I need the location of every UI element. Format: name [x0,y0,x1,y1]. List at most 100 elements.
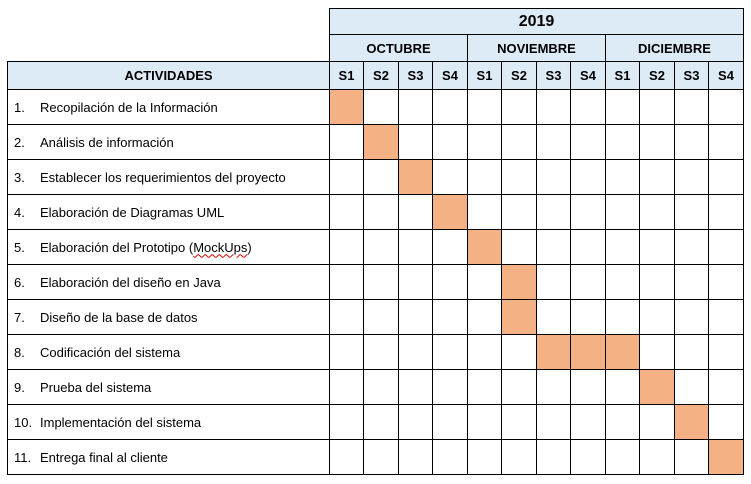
gantt-cell [674,159,709,195]
gantt-cell [639,194,675,230]
gantt-cell [570,404,606,440]
week-header: S3 [398,61,433,90]
gantt-cell [639,439,675,475]
activity-number: 11. [14,449,32,465]
gantt-cell-scheduled [639,369,675,405]
gantt-cell-scheduled [570,334,606,370]
gantt-cell [329,194,364,230]
gantt-cell [674,229,709,265]
gantt-cell [708,124,744,160]
week-header: S1 [329,61,364,90]
gantt-cell [674,89,709,125]
gantt-cell [570,194,606,230]
gantt-cell [501,334,537,370]
activity-cell: 8. Codificación del sistema [7,334,330,370]
gantt-cell [708,404,744,440]
activity-name: Análisis de información [40,134,174,150]
gantt-cell [570,229,606,265]
month-header-octubre: OCTUBRE [329,34,468,62]
gantt-cell [363,334,399,370]
gantt-cell [398,299,433,335]
gantt-cell [639,264,675,300]
gantt-cell [363,369,399,405]
gantt-cell [605,194,640,230]
gantt-cell [570,439,606,475]
gantt-cell [605,264,640,300]
gantt-cell [605,124,640,160]
gantt-cell [467,194,502,230]
activity-name: Elaboración del diseño en Java [40,274,221,290]
gantt-cell [398,334,433,370]
activity-cell: 1. Recopilación de la Información [7,89,330,125]
activity-number: 10. [14,414,33,430]
gantt-cell [432,439,468,475]
activity-row: 3. Establecer los requerimientos del proy… [7,159,744,195]
gantt-cell [536,89,571,125]
gantt-cell [674,299,709,335]
spellcheck-word: MockUps [193,239,248,255]
activity-row: 5. Elaboración del Prototipo (MockUps) [7,229,744,265]
activity-cell: 2. Análisis de información [7,124,330,160]
week-header: S4 [570,61,606,90]
week-header: S4 [708,61,744,90]
activity-row: 7. Diseño de la base de datos [7,299,744,335]
gantt-cell [501,229,537,265]
gantt-cell [605,229,640,265]
gantt-cell-scheduled [674,404,709,440]
gantt-cell-scheduled [605,334,640,370]
gantt-cell [605,404,640,440]
year-header: 2019 [329,8,744,35]
gantt-cell [639,124,675,160]
activity-cell: 9. Prueba del sistema [7,369,330,405]
activity-row: 11. Entrega final al cliente [7,439,744,475]
gantt-cell [639,229,675,265]
gantt-cell-scheduled [432,194,468,230]
gantt-cell-scheduled [536,334,571,370]
activity-name: Implementación del sistema [40,414,202,430]
gantt-cell [432,89,468,125]
gantt-cell-scheduled [708,439,744,475]
activity-number: 6. [14,274,25,290]
gantt-cell-scheduled [501,264,537,300]
gantt-cell [501,404,537,440]
gantt-cell [570,89,606,125]
gantt-cell [329,229,364,265]
gantt-cell [398,439,433,475]
gantt-cell [501,439,537,475]
gantt-cell [363,264,399,300]
gantt-cell [605,89,640,125]
gantt-cell [501,89,537,125]
activities-header: ACTIVIDADES [7,61,330,90]
gantt-cell-scheduled [398,159,433,195]
activity-number: 5. [14,239,25,255]
gantt-cell [570,369,606,405]
gantt-cell [501,159,537,195]
gantt-cell [329,439,364,475]
week-header: S2 [501,61,537,90]
gantt-cell [467,159,502,195]
gantt-cell [329,369,364,405]
activity-name: Elaboración de Diagramas UML [40,204,225,220]
gantt-cell [708,194,744,230]
gantt-cell [536,159,571,195]
gantt-cell [432,334,468,370]
gantt-cell [398,404,433,440]
gantt-cell [536,299,571,335]
gantt-table: 2019 OCTUBRE NOVIEMBRE DICIEMBRE ACTIVID… [7,8,744,475]
gantt-cell [708,159,744,195]
gantt-cell [639,404,675,440]
week-header: S3 [536,61,571,90]
gantt-cell [329,334,364,370]
activity-name: Elaboración del Prototipo (MockUps) [40,239,252,255]
gantt-cell [432,159,468,195]
gantt-cell [363,229,399,265]
gantt-cell [708,89,744,125]
gantt-cell [329,299,364,335]
activity-name: Prueba del sistema [40,379,152,395]
gantt-cell [363,439,399,475]
gantt-cell [639,334,675,370]
corner-blank [7,34,330,62]
activity-name: Recopilación de la Información [40,99,218,115]
gantt-cell [708,229,744,265]
week-header: S2 [639,61,675,90]
